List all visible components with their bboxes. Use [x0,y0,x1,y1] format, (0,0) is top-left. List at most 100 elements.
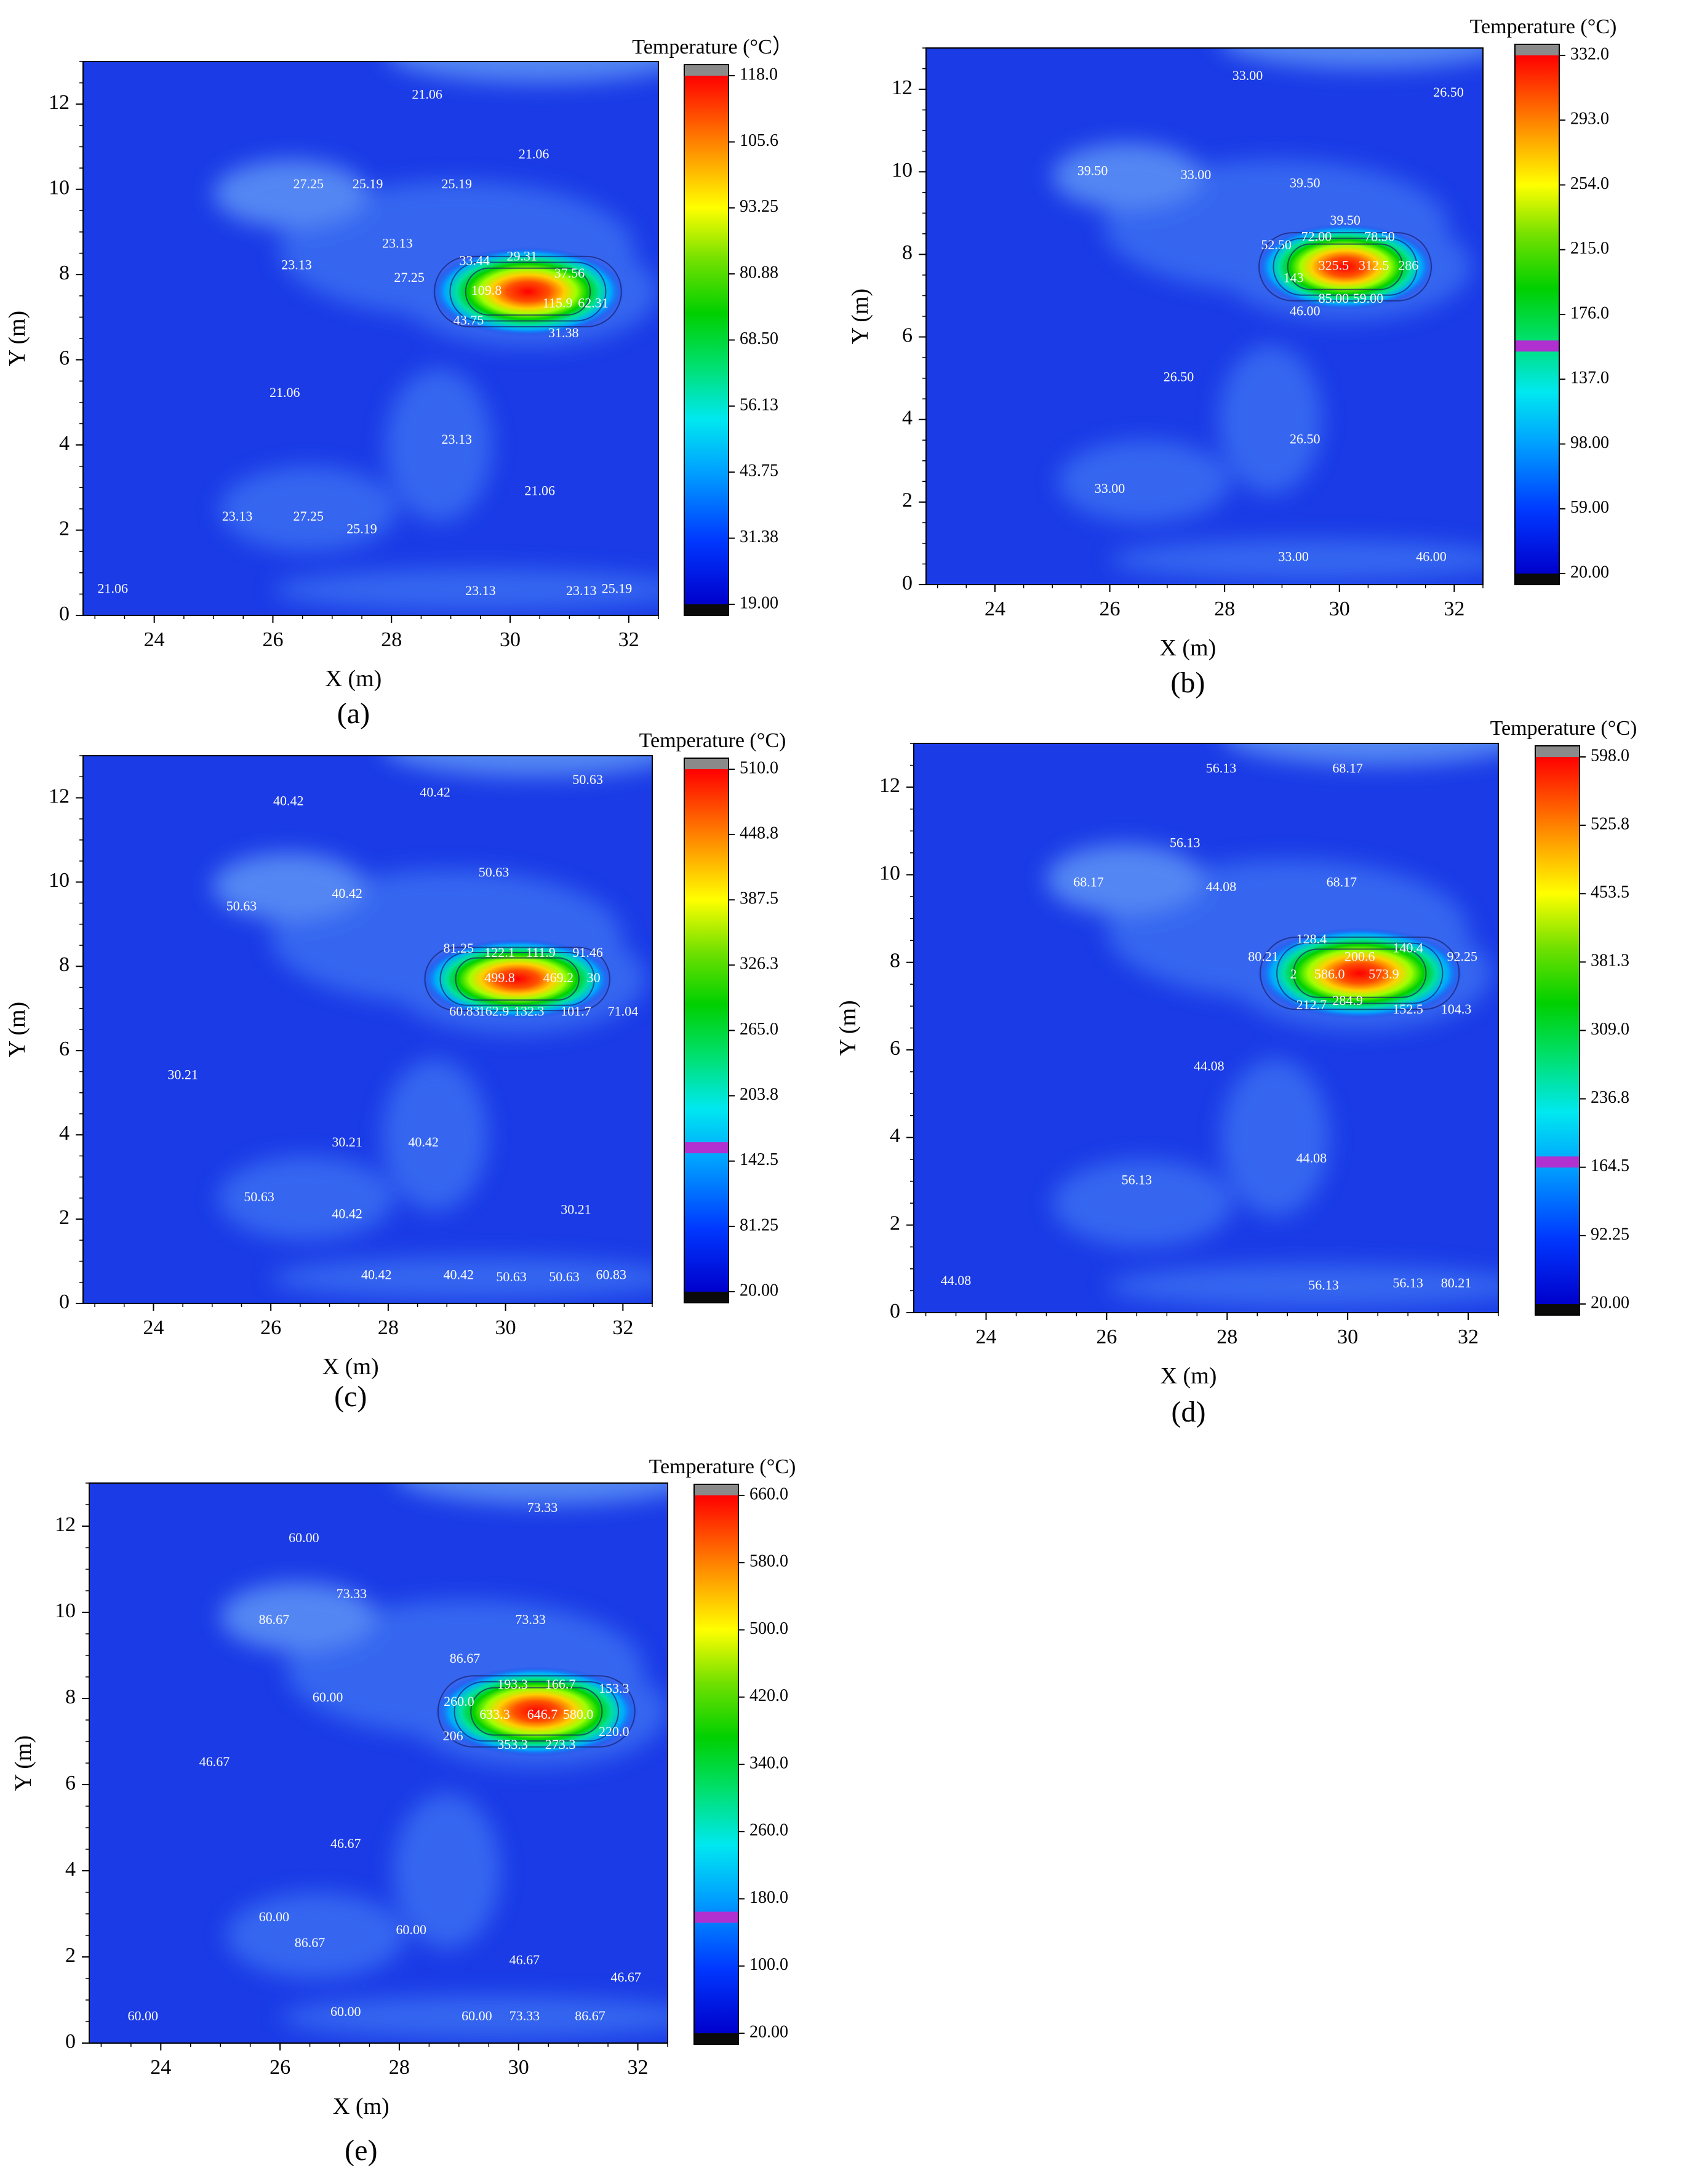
contour-label: 2 [1290,966,1297,982]
colorbar-title: Temperature (°C) [1490,717,1637,740]
x-tick-label: 26 [260,1316,281,1339]
colorbar: 510.0 448.8 387.5 326.3 265.0 203.8 142.5 81.25… [639,729,786,1303]
x-tick-label: 24 [976,1326,997,1348]
x-tick-label: 28 [1217,1326,1237,1348]
contour-label: 60.83 [449,1004,480,1019]
contour-label: 50.63 [226,898,257,914]
colorbar-tick-label: 100.0 [749,1955,788,1974]
panel-c: 40.42 40.42 50.63 50.63 40.42 50.63 81.25 122.1… [4,729,786,1413]
contour-label: 85.00 [1319,290,1349,306]
contour-label: 33.00 [1278,548,1309,564]
panel-label: (b) [1170,666,1205,699]
contour-label: 586.0 [1314,966,1345,982]
contour-label: 40.42 [273,793,304,808]
contour-label: 72.00 [1301,229,1332,244]
contour-label: 91.46 [572,945,603,960]
contour-label: 273.3 [545,1737,576,1752]
panel-label: (e) [345,2134,377,2167]
x-tick-label: 30 [1337,1326,1358,1348]
y-tick-label: 2 [902,489,913,512]
contour-label: 30.21 [561,1201,591,1217]
field-blob [1225,48,1483,69]
colorbar-title: Temperature (°C) [639,729,786,752]
colorbar-title: Temperature (°C) [1470,15,1617,38]
panel-d: 56.13 68.17 56.13 68.17 44.08 68.17 80.21 128.4… [835,717,1637,1428]
temperature-field: 21.06 21.06 27.25 25.19 25.19 23.13 23.13 27.25… [83,62,658,615]
y-tick-label: 0 [902,572,913,594]
y-tick-label: 8 [65,1686,76,1708]
colorbar-tick-label: 80.88 [740,263,778,282]
x-tick-label: 24 [150,2056,171,2079]
colorbar-tick-label: 309.0 [1591,1020,1629,1039]
contour-line [1276,942,1444,1004]
colorbar-tick-label: 20.00 [740,1281,778,1300]
contour-label: 21.06 [270,385,300,400]
temperature-field: 56.13 68.17 56.13 68.17 44.08 68.17 80.21 128.4… [914,743,1498,1313]
colorbar-tick-label: 510.0 [740,758,778,777]
field-blob [393,1793,501,1948]
colorbar-tick-label: 453.5 [1591,883,1629,902]
contour-label: 260.0 [444,1694,474,1709]
contour-label: 33.00 [1095,481,1125,496]
colorbar-gradient [1515,55,1559,574]
colorbar-over-cap [684,758,729,769]
colorbar: 118.0 105.6 93.25 80.88 68.50 56.13 43.75 31.38… [632,35,793,616]
contour-line [437,1675,636,1748]
contour-label: 60.00 [259,1909,290,1924]
contour-label: 50.63 [549,1269,580,1284]
colorbar-under-cap [684,1292,729,1303]
contour-label: 50.63 [479,865,509,880]
contour-label: 30.21 [332,1134,362,1150]
field-blob [271,1257,652,1300]
contour-label: 56.13 [1206,761,1237,776]
field-blob [1058,440,1231,523]
x-tick-label: 30 [495,1316,516,1339]
colorbar-tick-label: 500.0 [749,1619,788,1638]
contour-label: 206 [443,1728,463,1743]
x-tick-label: 26 [262,628,283,651]
y-tick-label: 10 [892,159,913,182]
panel-label: (c) [334,1380,367,1413]
contour-label: 37.56 [554,265,585,281]
x-tick-label: 28 [378,1316,399,1339]
contour-label: 73.33 [515,1612,546,1627]
contour-label: 60.00 [289,1530,319,1545]
colorbar-tick-label: 598.0 [1591,746,1629,765]
temperature-field: 73.33 60.00 73.33 86.67 73.33 86.67 60.00 260.0… [89,1483,668,2043]
contour-label: 60.00 [396,1922,427,1937]
contour-label: 56.13 [1122,1172,1153,1188]
contour-label: 152.5 [1392,1001,1423,1017]
contour-line [470,1687,603,1736]
colorbar-tick-label: 20.00 [1570,562,1609,582]
colorbar-tick-label: 20.00 [1591,1293,1629,1312]
contour-label: 56.13 [1170,835,1201,850]
contour-label: 44.08 [1194,1058,1225,1074]
y-axis-label: Y (m) [10,1735,36,1791]
y-tick-label: 4 [890,1124,900,1147]
x-tick-label: 26 [1096,1326,1117,1348]
contour-label: 25.19 [442,176,473,191]
contour-label: 23.13 [281,257,312,272]
y-tick-label: 6 [902,324,913,346]
contour-label: 78.50 [1364,229,1395,244]
contour-label: 573.9 [1368,966,1399,982]
contour-label: 86.67 [259,1612,290,1627]
colorbar-tick-label: 381.3 [1591,951,1629,970]
field-blob [1109,539,1483,581]
colorbar: 598.0 525.8 453.5 381.3 309.0 236.8 164.5 92.25… [1490,717,1637,1316]
colorbar-under-cap [694,2033,738,2044]
contour-label: 50.63 [244,1189,274,1204]
y-tick-label: 12 [892,76,913,99]
panel-label: (d) [1172,1396,1206,1428]
contour-line [1260,936,1460,1010]
field-blob [1106,1264,1498,1308]
contour-label: 284.9 [1332,993,1363,1008]
contour-label: 21.06 [97,581,128,596]
contour-label: 25.19 [602,581,633,596]
colorbar-tick-label: 81.25 [740,1215,778,1234]
x-tick-label: 28 [381,628,402,651]
colorbar-gradient [684,76,729,604]
field-blob [226,1892,406,1978]
contour-label: 71.04 [608,1004,639,1019]
colorbar-tick-label: 448.8 [740,823,778,842]
